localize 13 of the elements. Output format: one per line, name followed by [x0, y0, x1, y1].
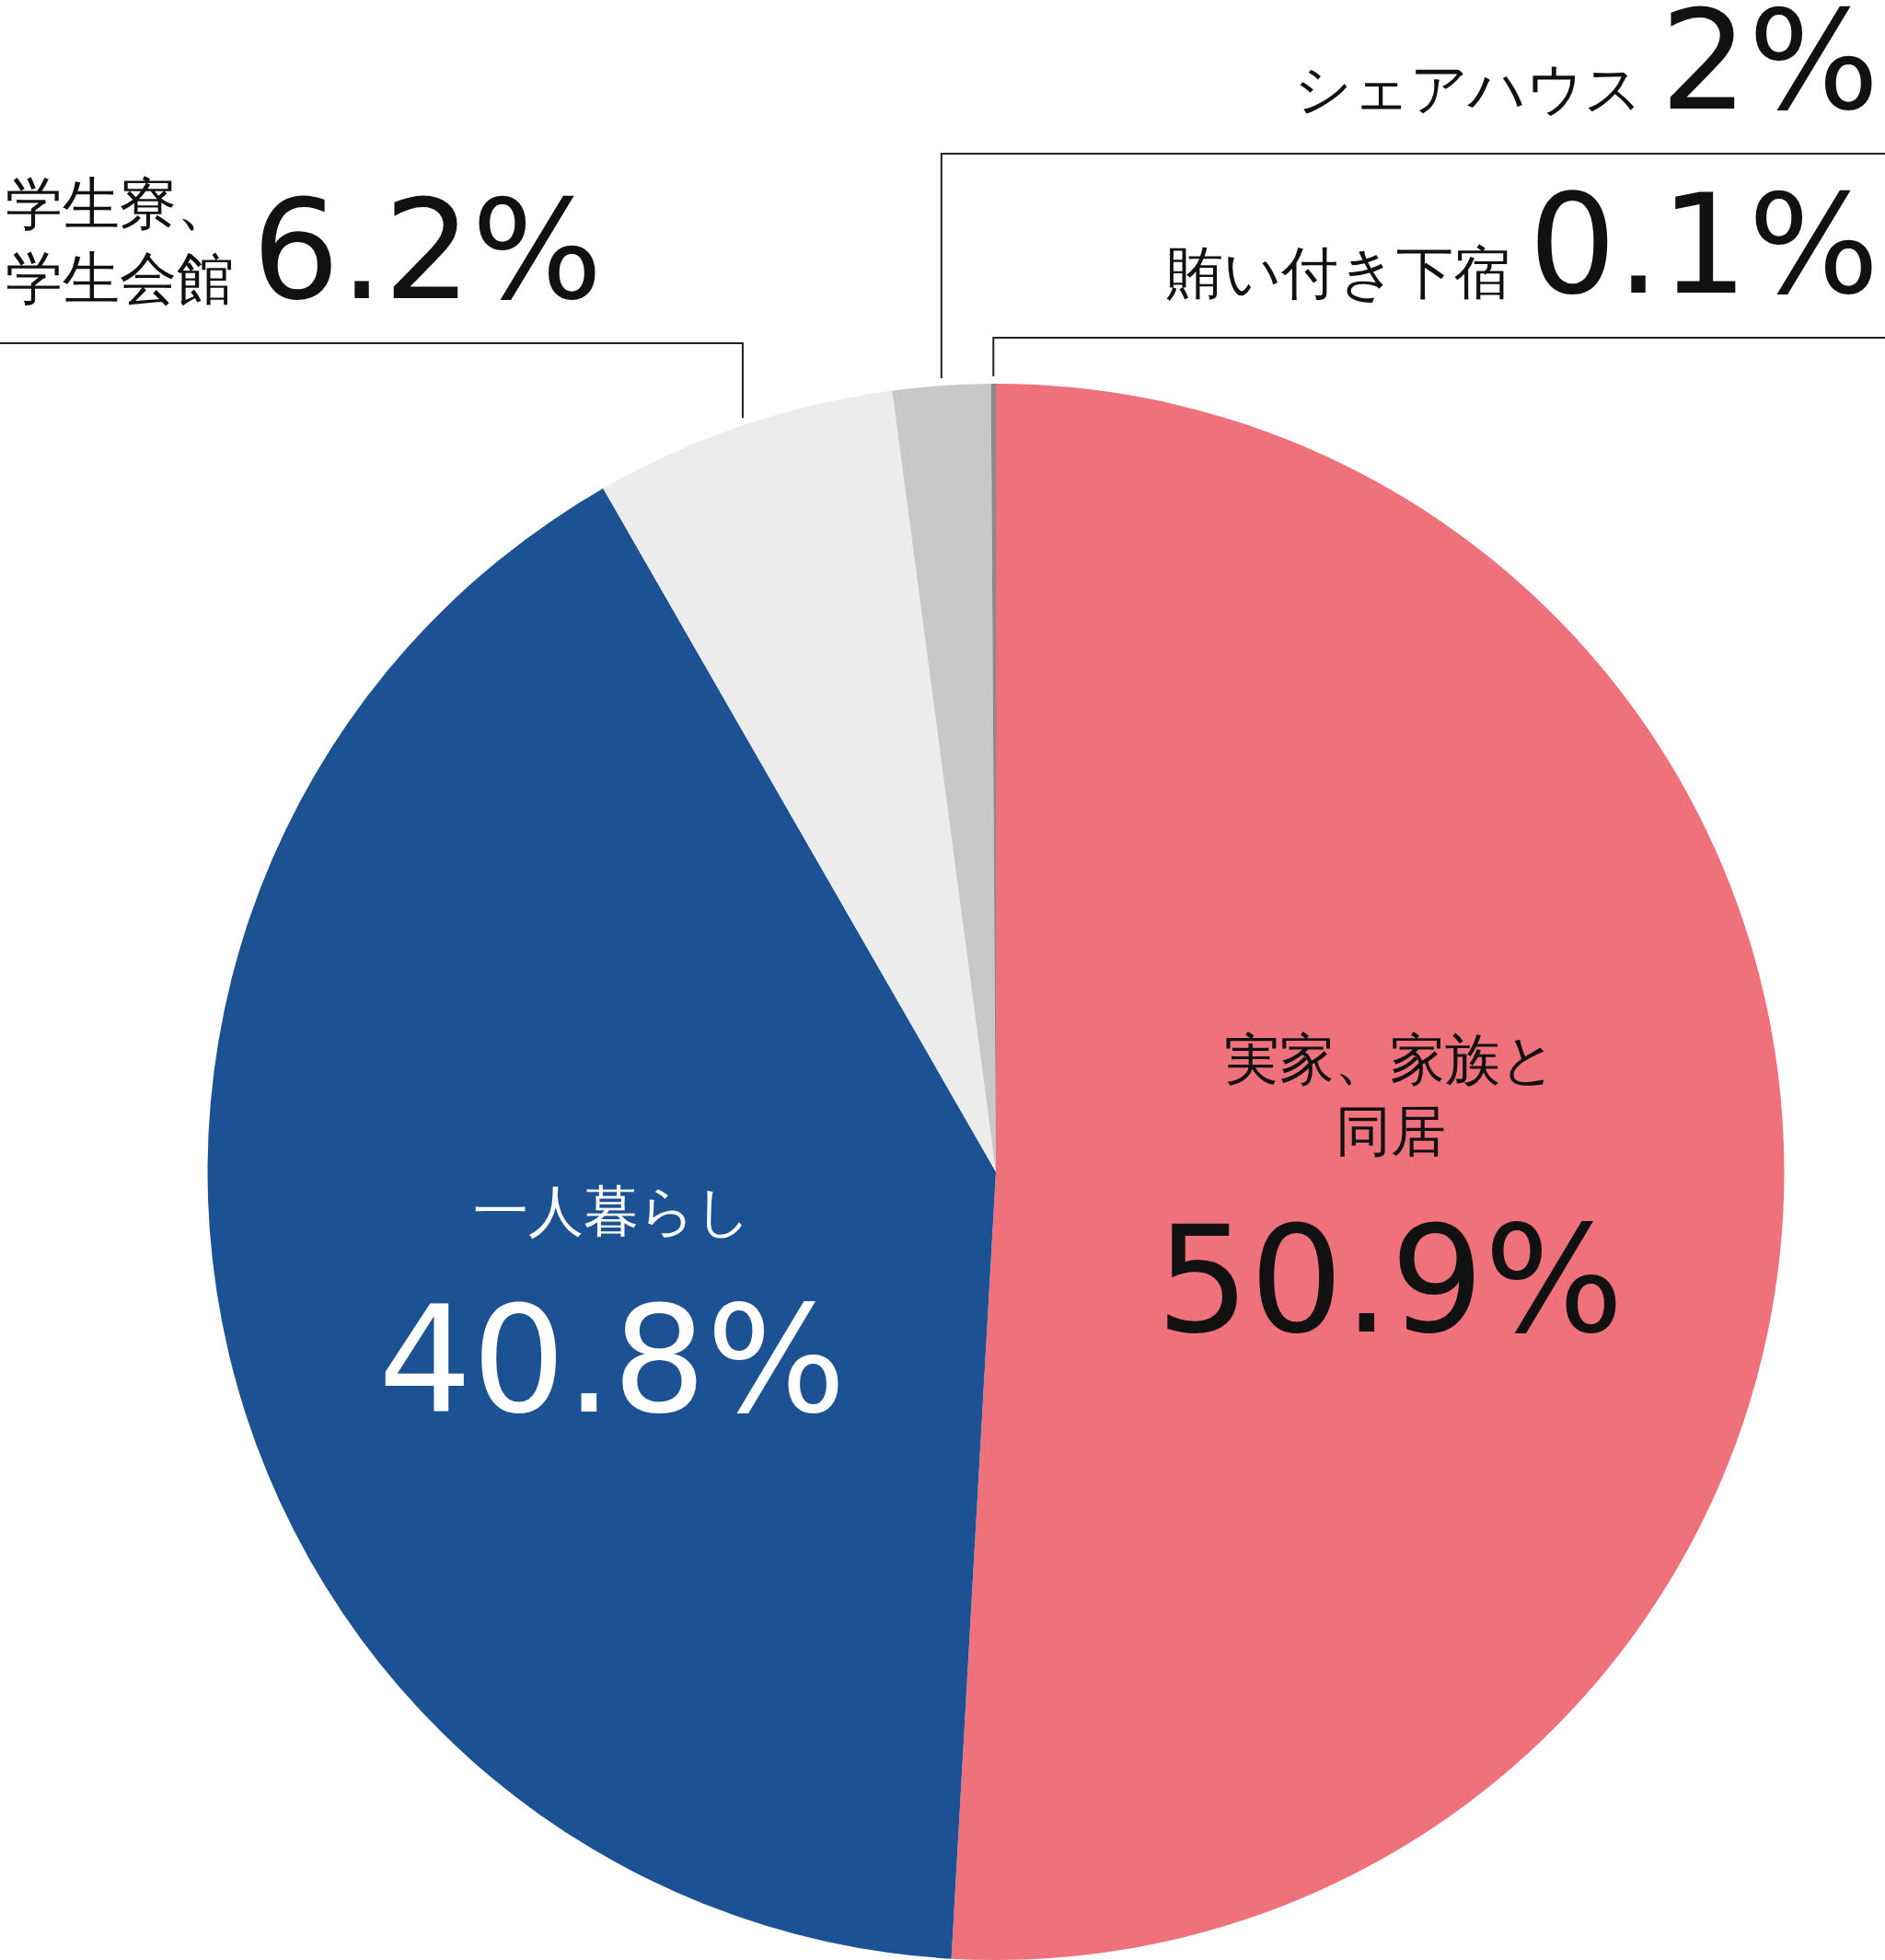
slice-label: 実家、家族と同居: [1224, 1027, 1556, 1163]
pie-slice: [951, 384, 1784, 1959]
slice-label: 一人暮らし: [473, 1179, 751, 1243]
slice-label: シェアハウス: [1294, 55, 1642, 122]
slice-label: 学生寮、学生会館: [6, 170, 234, 312]
pie-slice: [603, 390, 996, 1172]
slice-label: 賄い付き下宿: [1166, 239, 1510, 306]
pie-slice: [207, 488, 996, 1959]
data-label: 50.9%: [1156, 1194, 1625, 1366]
data-label: 0.1%: [1528, 165, 1879, 325]
data-label: 2%: [1659, 0, 1879, 141]
data-label: 40.8%: [378, 1274, 847, 1447]
data-label: 6.2%: [251, 170, 603, 330]
